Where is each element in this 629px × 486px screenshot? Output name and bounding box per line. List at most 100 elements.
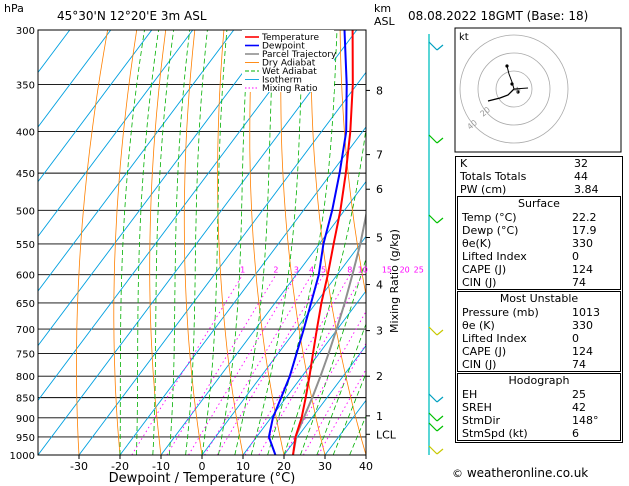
pressure-tick-label: 300 <box>16 26 35 37</box>
wind-barb-shaft <box>428 445 438 455</box>
hodo-point <box>516 90 520 94</box>
legend-entry: Isotherm <box>262 76 302 86</box>
stats-row: Lifted Index 0 <box>458 332 620 345</box>
isotherm-line <box>283 344 366 455</box>
datetime-title: 08.08.2022 18GMT (Base: 18) <box>408 9 588 23</box>
stat-value: 124 <box>572 345 593 358</box>
wind-barb-shaft <box>428 412 438 422</box>
stat-value: 3.84 <box>574 183 599 196</box>
wet-adiabat-line <box>119 30 145 455</box>
km-tick-label: 4 <box>376 279 383 292</box>
wind-barb <box>428 422 444 432</box>
dry-adiabat-line <box>76 30 108 455</box>
stats-row: CIN (J) 74 <box>458 358 620 371</box>
isotherm-line <box>38 30 276 347</box>
mixing-ratio-label: 4 <box>309 266 314 275</box>
mixing-ratio-line <box>204 274 312 455</box>
mixing-ratio-line <box>216 274 324 455</box>
stat-value: 25 <box>572 388 586 401</box>
asl-label: ASL <box>374 15 396 28</box>
stat-value: 124 <box>572 263 593 276</box>
wind-barb-shaft <box>428 214 438 224</box>
dry-adiabat-line <box>183 30 203 455</box>
dry-adiabat-line <box>149 30 167 455</box>
dewpoint-line <box>267 30 348 455</box>
mixing-ratio-label: 25 <box>414 266 424 275</box>
isotherm-line <box>119 126 366 455</box>
pressure-tick-label: 650 <box>16 299 35 310</box>
km-tick-label: 2 <box>376 370 383 383</box>
dry-adiabat-line <box>339 30 366 298</box>
pressure-tick-label: 1000 <box>10 451 35 462</box>
mixing-ratio-axis-label: Mixing Ratio (g/kg) <box>388 229 401 333</box>
hodo-ring-middle <box>477 52 551 126</box>
stats-row-totals: Totals Totals 44 <box>456 170 622 183</box>
stat-label: CAPE (J) <box>462 263 507 276</box>
stat-label: Totals Totals <box>460 170 527 183</box>
wet-adiabat-line <box>267 30 338 455</box>
footer-site-link[interactable]: weatheronline.co.uk <box>466 466 589 480</box>
wind-barb-shaft <box>428 326 438 336</box>
stat-value: 6 <box>572 427 579 440</box>
mixing-ratio-line <box>188 274 297 455</box>
stat-label: SREH <box>462 401 492 414</box>
stats-row: EH 25 <box>458 388 620 401</box>
stat-value: 74 <box>572 276 586 289</box>
stat-value: 330 <box>572 319 593 332</box>
wet-adiabat-line <box>201 30 228 455</box>
km-tick-label: 3 <box>376 325 383 338</box>
wet-adiabat-line <box>234 30 275 455</box>
surface-title: Surface <box>518 197 560 210</box>
wet-adiabat-line <box>316 322 366 455</box>
pressure-unit-label: hPa <box>4 2 24 15</box>
wind-barb-shaft <box>428 134 438 144</box>
wet-adiabat-line <box>152 30 174 455</box>
pressure-tick-label: 750 <box>16 349 35 360</box>
pressure-tick-label: 850 <box>16 394 35 405</box>
stat-label: EH <box>462 388 478 401</box>
wind-barb <box>428 214 444 224</box>
mixing-ratio-label: 5 <box>321 266 326 275</box>
pressure-tick-label: 350 <box>16 80 35 91</box>
stats-row: θe(K) 330 <box>458 237 620 250</box>
mixing-ratio-line <box>166 274 277 455</box>
wind-barb <box>428 41 444 51</box>
km-tick-label: 6 <box>376 183 383 196</box>
stat-value: 74 <box>572 358 586 371</box>
hodo-trace-upper <box>506 65 515 90</box>
stat-value: 0 <box>572 332 579 345</box>
stat-label: StmDir <box>462 414 501 427</box>
stats-row: SREH 42 <box>458 401 620 414</box>
pressure-tick-label: 550 <box>16 240 35 251</box>
temperature-line <box>292 30 354 455</box>
wind-barb-flag <box>436 425 444 432</box>
mixing-ratio-label: 1 <box>240 266 245 275</box>
most-unstable-title: Most Unstable <box>499 292 579 305</box>
location-title: 45°30'N 12°20'E 3m ASL <box>57 9 207 23</box>
mixing-ratio-line <box>284 310 366 455</box>
stats-top: K 32 Totals Totals 44 PW (cm) 3.84 <box>456 157 622 196</box>
km-tick-label: LCL <box>376 428 397 441</box>
isotherm-line <box>38 30 112 128</box>
hodograph-section: Hodograph EH 25 SREH 42 StmDir 148° StmSpd … <box>457 373 621 441</box>
wind-barb <box>428 326 444 336</box>
temperature-tick-label: 40 <box>359 460 373 473</box>
km-tick-label: 1 <box>376 410 383 423</box>
wind-barb-shaft <box>428 393 438 403</box>
pressure-tick-label: 950 <box>16 433 35 444</box>
isotherm-line <box>160 180 366 455</box>
wet-adiabat-line <box>300 257 366 455</box>
wind-barb <box>428 445 444 455</box>
legend-entry: Wet Adiabat <box>262 67 317 77</box>
isotherm-line <box>38 30 153 183</box>
parcel-trajectory-line <box>292 210 366 455</box>
pressure-tick-label: 600 <box>16 271 35 282</box>
hodo-point <box>510 82 514 86</box>
stats-row: θe (K) 330 <box>458 319 620 332</box>
legend-entry: Mixing Ratio <box>262 84 318 94</box>
pressure-tick-label: 700 <box>16 325 35 336</box>
mixing-ratio-label: 20 <box>400 266 410 275</box>
legend-background <box>242 30 334 92</box>
